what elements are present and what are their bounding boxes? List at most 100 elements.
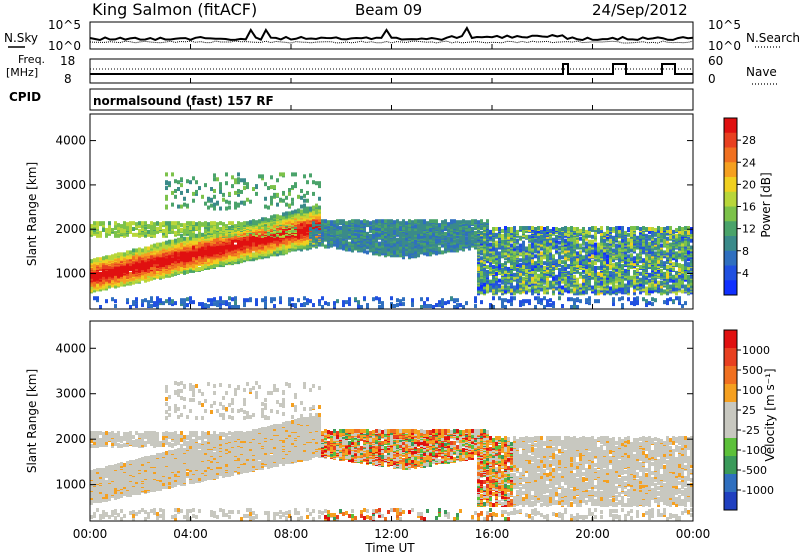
power-cell — [219, 206, 222, 211]
power-cell — [357, 233, 360, 238]
power-cell — [303, 203, 306, 208]
power-cell — [201, 194, 204, 199]
power-cell — [276, 202, 279, 207]
power-cell — [123, 231, 126, 236]
nsearch-label: N.Search — [746, 31, 800, 45]
power-cell — [315, 203, 318, 208]
power-cell — [525, 284, 528, 289]
power-cell — [561, 285, 564, 290]
power-cell — [417, 228, 420, 233]
power-cell — [399, 221, 402, 226]
power-cell — [366, 220, 369, 225]
power-cell — [189, 296, 192, 301]
power-cell — [177, 259, 180, 264]
power-cell — [480, 256, 483, 261]
power-cell — [294, 172, 297, 177]
power-cell — [438, 229, 441, 234]
power-cell — [546, 245, 549, 250]
power-cell — [303, 198, 306, 203]
power-cell — [399, 302, 402, 307]
power-cell — [402, 297, 405, 302]
power-cell — [99, 262, 102, 267]
power-cell — [543, 261, 546, 266]
power-cell — [552, 266, 555, 270]
power-cell — [408, 245, 411, 250]
power-cell — [537, 266, 540, 271]
power-cell — [540, 272, 543, 277]
power-cell — [129, 271, 132, 276]
power-cell — [393, 304, 396, 309]
power-cell — [246, 197, 249, 202]
power-cell — [417, 219, 420, 224]
power-cell — [543, 227, 546, 231]
power-cell — [252, 252, 255, 257]
power-cell — [126, 222, 129, 227]
power-cell — [243, 178, 246, 183]
power-cell — [243, 200, 246, 205]
power-cell — [537, 273, 540, 278]
nsky-label: N.Sky — [4, 31, 38, 45]
power-cell — [204, 303, 207, 308]
power-cell — [189, 246, 192, 251]
power-cell — [318, 196, 321, 201]
power-cell — [189, 232, 192, 237]
power-cell — [429, 219, 432, 224]
power-cell — [219, 261, 222, 266]
power-cell — [237, 180, 240, 185]
power-cell — [150, 299, 153, 304]
power-cell — [240, 178, 243, 183]
power-cell — [171, 221, 174, 226]
power-cell — [156, 296, 159, 301]
power-cell — [516, 285, 519, 290]
power-cell — [174, 256, 177, 261]
power-cell — [246, 221, 249, 226]
power-cell — [552, 301, 555, 306]
power-cell — [441, 298, 444, 303]
power-cell — [288, 297, 291, 302]
power-cell — [378, 219, 381, 224]
power-cell — [174, 221, 177, 226]
nave-label: Nave — [746, 65, 777, 79]
power-cell — [273, 214, 276, 219]
power-cell — [252, 219, 255, 224]
power-cell — [525, 290, 528, 295]
power-cell — [477, 276, 480, 281]
power-cell — [264, 227, 267, 231]
power-cell — [456, 243, 459, 248]
power-cell — [339, 233, 342, 238]
power-cell — [147, 229, 150, 234]
power-cell — [237, 188, 240, 193]
power-cell — [423, 219, 426, 224]
power-cell — [279, 215, 282, 220]
power-cell — [138, 233, 141, 238]
power-cell — [201, 222, 204, 227]
power-cell — [264, 305, 267, 309]
power-cell — [258, 243, 261, 248]
power-cell — [429, 251, 432, 256]
power-cell — [213, 228, 216, 233]
power-cell — [168, 301, 171, 306]
power-cell — [222, 192, 225, 197]
power-cell — [234, 190, 237, 195]
power-cell — [255, 191, 258, 196]
power-cell — [429, 304, 432, 309]
power-cell — [228, 191, 231, 196]
power-cell — [441, 234, 444, 239]
power-cell — [495, 281, 498, 286]
power-cell — [540, 260, 543, 265]
freq-trace — [90, 63, 693, 75]
power-cell — [411, 227, 414, 232]
power-cell — [375, 296, 378, 301]
power-cell — [495, 288, 498, 293]
power-cell — [123, 279, 126, 284]
power-cell — [186, 297, 189, 302]
power-cell — [258, 219, 261, 224]
power-cell — [417, 247, 420, 252]
power-cell — [411, 220, 414, 225]
power-cell — [510, 233, 513, 238]
power-cell — [171, 251, 174, 256]
power-cell — [381, 219, 384, 224]
power-cell — [156, 229, 159, 234]
power-cell — [279, 172, 282, 177]
power-cell — [513, 255, 516, 260]
